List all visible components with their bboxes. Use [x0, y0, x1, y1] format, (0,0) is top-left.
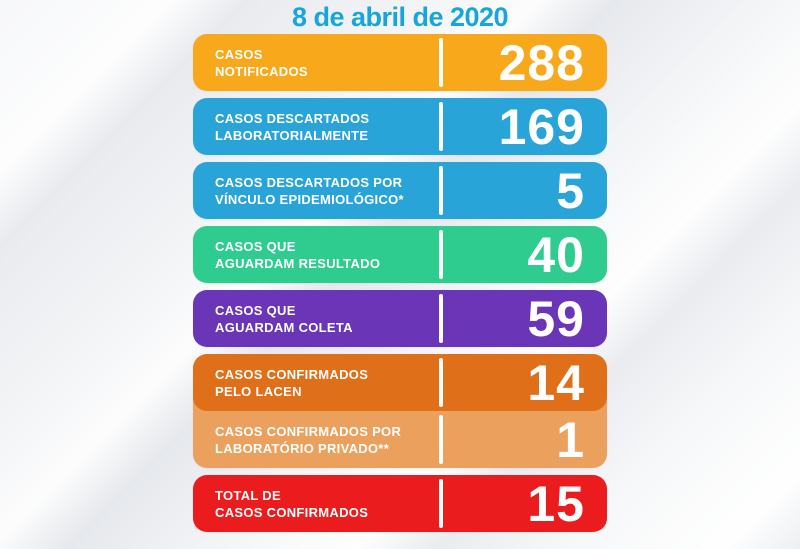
bar-divider: [439, 166, 443, 215]
bar-confirmados-laboratorio-privado: CASOS CONFIRMADOS POR LABORATÓRIO PRIVAD…: [193, 411, 607, 468]
bar-value: 288: [498, 34, 585, 91]
bar-label-line2: LABORATORIALMENTE: [215, 127, 369, 143]
bar-label-line1: CASOS QUE: [215, 238, 296, 254]
bar-divider: [439, 102, 443, 151]
bar-label-line1: CASOS CONFIRMADOS POR: [215, 423, 402, 439]
bar-casos-notificados: CASOS NOTIFICADOS 288: [193, 34, 607, 91]
bar-label-line2: CASOS CONFIRMADOS: [215, 504, 369, 520]
bar-aguardam-coleta: CASOS QUE AGUARDAM COLETA 59: [193, 290, 607, 347]
bar-value: 40: [527, 226, 585, 283]
bar-group-confirmados: CASOS CONFIRMADOS PELO LACEN 14 CASOS CO…: [193, 354, 607, 468]
bar-value: 5: [556, 162, 585, 219]
bar-label-line1: CASOS: [215, 46, 263, 62]
bar-label-line2: AGUARDAM RESULTADO: [215, 255, 381, 271]
bar-label-line2: PELO LACEN: [215, 383, 302, 399]
bar-label-line1: CASOS DESCARTADOS POR: [215, 174, 403, 190]
bar-label: CASOS CONFIRMADOS POR LABORATÓRIO PRIVAD…: [215, 411, 437, 468]
stats-panel: CASOS NOTIFICADOS 288 CASOS DESCARTADOS …: [193, 34, 607, 532]
bar-divider: [439, 230, 443, 279]
bar-value: 1: [556, 411, 585, 468]
bar-divider: [439, 415, 443, 464]
bar-label-line1: CASOS DESCARTADOS: [215, 110, 370, 126]
bar-label-line1: TOTAL DE: [215, 487, 281, 503]
bar-descartados-laboratorialmente: CASOS DESCARTADOS LABORATORIALMENTE 169: [193, 98, 607, 155]
bar-label-line2: AGUARDAM COLETA: [215, 319, 353, 335]
bar-label-line1: CASOS QUE: [215, 302, 296, 318]
bar-label: CASOS CONFIRMADOS PELO LACEN: [215, 354, 437, 411]
bar-aguardam-resultado: CASOS QUE AGUARDAM RESULTADO 40: [193, 226, 607, 283]
bar-label: CASOS NOTIFICADOS: [215, 34, 437, 91]
bar-descartados-vinculo: CASOS DESCARTADOS POR VÍNCULO EPIDEMIOLÓ…: [193, 162, 607, 219]
bar-value: 14: [527, 354, 585, 411]
bar-label: TOTAL DE CASOS CONFIRMADOS: [215, 475, 437, 532]
date-title: 8 de abril de 2020: [291, 2, 509, 32]
bar-divider: [439, 358, 443, 407]
bar-label-line1: CASOS CONFIRMADOS: [215, 366, 369, 382]
bar-label-line2: VÍNCULO EPIDEMIOLÓGICO*: [215, 191, 404, 207]
bar-value: 15: [527, 475, 585, 532]
bar-total-confirmados: TOTAL DE CASOS CONFIRMADOS 15: [193, 475, 607, 532]
bar-divider: [439, 479, 443, 528]
bar-label: CASOS DESCARTADOS LABORATORIALMENTE: [215, 98, 437, 155]
bar-value: 169: [498, 98, 585, 155]
bar-label-line2: NOTIFICADOS: [215, 63, 308, 79]
bar-divider: [439, 294, 443, 343]
bar-value: 59: [527, 290, 585, 347]
bar-label-line2: LABORATÓRIO PRIVADO**: [215, 440, 390, 456]
bar-confirmados-lacen: CASOS CONFIRMADOS PELO LACEN 14: [193, 354, 607, 411]
bar-label: CASOS DESCARTADOS POR VÍNCULO EPIDEMIOLÓ…: [215, 162, 437, 219]
bar-label: CASOS QUE AGUARDAM RESULTADO: [215, 226, 437, 283]
bar-label: CASOS QUE AGUARDAM COLETA: [215, 290, 437, 347]
bar-divider: [439, 38, 443, 87]
